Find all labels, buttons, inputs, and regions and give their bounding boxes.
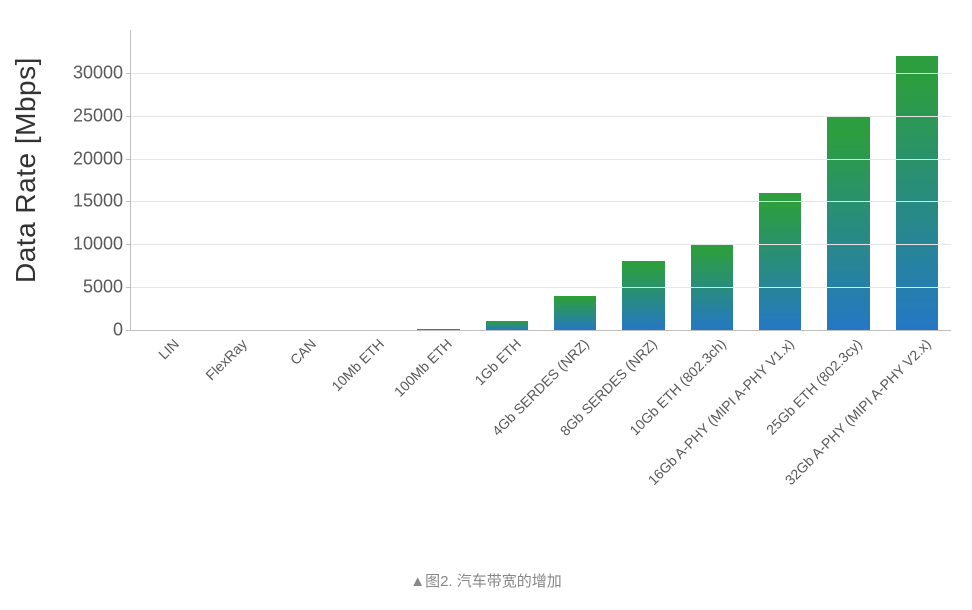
y-tick-label: 10000 <box>73 234 131 255</box>
plot-area: LINFlexRayCAN10Mb ETH100Mb ETH1Gb ETH4Gb… <box>130 30 951 331</box>
figure-caption: ▲图2. 汽车带宽的增加 <box>0 560 972 591</box>
y-tick-label: 0 <box>113 320 131 341</box>
gridline <box>131 244 951 245</box>
bar-slot: 4Gb SERDES (NRZ) <box>541 30 609 330</box>
gridline <box>131 287 951 288</box>
y-tick-label: 20000 <box>73 148 131 169</box>
x-tick-label: 10Mb ETH <box>323 330 387 394</box>
bar <box>486 321 528 330</box>
x-tick-label: 1Gb ETH <box>466 330 524 388</box>
y-axis-title: Data Rate [Mbps] <box>6 0 46 340</box>
x-tick-label: 100Mb ETH <box>386 330 456 400</box>
bar-slot: 10Gb ETH (802.3ch) <box>678 30 746 330</box>
gridline <box>131 73 951 74</box>
chart-container: Data Rate [Mbps] LINFlexRayCAN10Mb ETH10… <box>0 0 972 560</box>
bars-layer: LINFlexRayCAN10Mb ETH100Mb ETH1Gb ETH4Gb… <box>131 30 951 330</box>
bar <box>622 261 664 330</box>
y-tick-label: 5000 <box>83 277 131 298</box>
bar-slot: 8Gb SERDES (NRZ) <box>609 30 677 330</box>
bar-slot: LIN <box>131 30 199 330</box>
bar-slot: 16Gb A-PHY (MIPI A-PHY V1.x) <box>746 30 814 330</box>
bar <box>896 56 938 330</box>
bar-slot: 1Gb ETH <box>473 30 541 330</box>
gridline <box>131 159 951 160</box>
gridline <box>131 116 951 117</box>
gridline <box>131 201 951 202</box>
bar <box>759 193 801 330</box>
x-tick-label: CAN <box>281 330 319 368</box>
bar-slot: FlexRay <box>199 30 267 330</box>
bar-slot: 100Mb ETH <box>404 30 472 330</box>
bar-slot: 32Gb A-PHY (MIPI A-PHY V2.x) <box>883 30 951 330</box>
bar-slot: CAN <box>268 30 336 330</box>
y-tick-label: 15000 <box>73 191 131 212</box>
x-tick-label: FlexRay <box>197 330 250 383</box>
y-tick-label: 25000 <box>73 105 131 126</box>
y-tick-label: 30000 <box>73 62 131 83</box>
bar <box>554 296 596 330</box>
bar <box>827 116 869 330</box>
bar-slot: 25Gb ETH (802.3cy) <box>814 30 882 330</box>
bar-slot: 10Mb ETH <box>336 30 404 330</box>
x-tick-label: LIN <box>150 330 182 362</box>
